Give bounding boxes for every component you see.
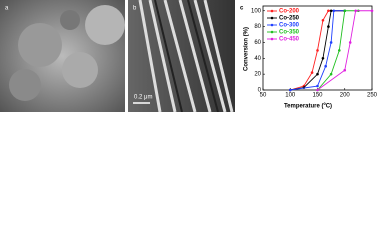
- data-point: [370, 9, 374, 13]
- data-point: [354, 9, 357, 13]
- data-point: [329, 41, 333, 44]
- panel-label: b: [133, 6, 137, 12]
- y-tick-label: 100: [251, 8, 262, 14]
- x-tick-label: 100: [285, 93, 296, 99]
- legend-label: Co-350: [279, 30, 300, 36]
- series-line: [290, 10, 345, 91]
- y-tick-label: 0: [258, 88, 262, 94]
- x-axis-title: Temperature (ºC): [284, 104, 332, 110]
- y-tick-label: 20: [254, 72, 261, 78]
- data-point: [316, 88, 319, 92]
- y-tick-label: 60: [254, 40, 261, 46]
- data-point: [343, 9, 347, 13]
- figure: a b 0.2 μm c Temperature (ºC) Conversion…: [0, 0, 378, 112]
- x-tick-label: 150: [312, 93, 323, 99]
- series-line: [317, 10, 372, 91]
- panel-label: a: [5, 6, 9, 12]
- data-point: [348, 41, 352, 44]
- scale-bar-label: 0.2 μm: [134, 95, 152, 101]
- panel-label: c: [240, 6, 244, 12]
- data-point: [288, 88, 292, 92]
- legend-label: Co-450: [279, 37, 300, 43]
- data-point: [332, 9, 336, 13]
- data-point: [343, 68, 347, 72]
- data-point: [316, 84, 319, 88]
- data-point: [321, 57, 325, 60]
- data-point: [310, 71, 314, 74]
- data-point: [338, 49, 341, 52]
- data-point: [316, 49, 319, 52]
- data-point: [329, 72, 333, 76]
- legend-label: Co-300: [279, 23, 300, 29]
- legend-marker: [270, 23, 274, 27]
- data-point: [321, 18, 325, 22]
- data-point: [324, 64, 327, 68]
- series-line: [317, 10, 359, 91]
- y-axis-title: Conversion (%): [244, 27, 250, 71]
- legend-label: Co-200: [279, 9, 300, 15]
- x-tick-label: 250: [367, 93, 378, 99]
- data-point: [327, 9, 330, 13]
- legend-marker: [270, 16, 274, 20]
- legend-marker: [270, 9, 274, 13]
- data-point: [316, 72, 319, 76]
- legend-marker: [270, 37, 274, 41]
- legend-marker: [270, 30, 274, 34]
- sem-image: a: [0, 0, 125, 112]
- x-tick-label: 50: [260, 93, 267, 99]
- data-point: [327, 25, 330, 28]
- data-point: [329, 9, 333, 13]
- tem-image: b 0.2 μm: [128, 0, 235, 112]
- y-tick-label: 40: [254, 56, 261, 62]
- x-tick-label: 200: [340, 93, 351, 99]
- y-tick-label: 80: [254, 24, 261, 30]
- legend-label: Co-250: [279, 16, 300, 22]
